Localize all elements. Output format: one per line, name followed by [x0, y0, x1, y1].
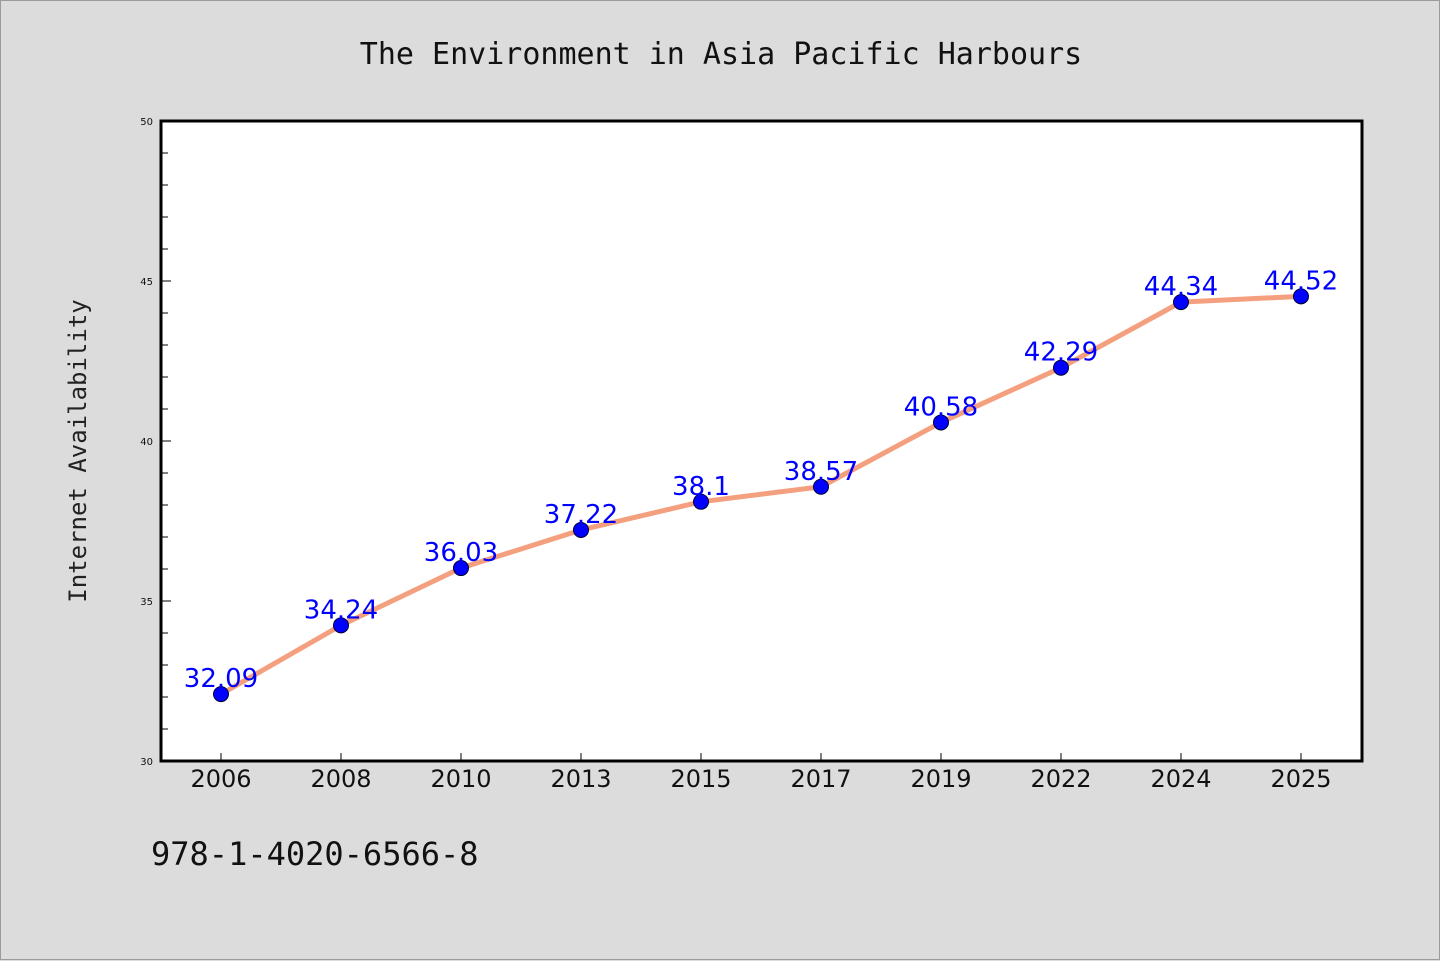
- data-label: 32.09: [184, 664, 258, 694]
- x-tick-label: 2010: [430, 765, 491, 793]
- y-tick-label: 35: [140, 597, 153, 608]
- x-axis: 2006 2008 2010 2013 2015 2017 2019 2022 2024 2025: [190, 753, 1332, 793]
- data-label: 44.34: [1144, 272, 1218, 302]
- y-axis: 30 35 40 45 50: [140, 117, 171, 768]
- footer-isbn: 978-1-4020-6566-8: [151, 835, 479, 873]
- data-label: 36.03: [424, 538, 498, 568]
- x-tick-label: 2015: [670, 765, 731, 793]
- data-label: 38.1: [672, 472, 730, 502]
- y-tick-label: 50: [140, 117, 153, 128]
- x-tick-label: 2013: [550, 765, 611, 793]
- data-point: [1173, 294, 1189, 311]
- data-point: [813, 478, 829, 495]
- x-tick-label: 2006: [190, 765, 251, 793]
- data-label: 34.24: [304, 595, 378, 625]
- data-point: [933, 414, 949, 431]
- data-label: 37.22: [544, 500, 618, 530]
- data-point: [693, 493, 709, 510]
- series-line: [218, 293, 1304, 697]
- data-point: [573, 521, 589, 538]
- data-point: [333, 617, 349, 634]
- data-point: [1293, 288, 1309, 305]
- data-label: 38.57: [784, 457, 858, 487]
- data-label: 42.29: [1024, 338, 1098, 368]
- x-tick-label: 2022: [1030, 765, 1091, 793]
- series-layer: 32.09 34.24 36.03 37.22 38.1 38.57 40.58 42.29 4…: [184, 266, 1338, 703]
- x-tick-label: 2017: [790, 765, 851, 793]
- chart-title: The Environment in Asia Pacific Harbours: [360, 37, 1082, 72]
- x-tick-label: 2008: [310, 765, 371, 793]
- y-axis-label: Internet Availability: [64, 299, 92, 602]
- plot-area: [159, 119, 1364, 763]
- x-tick-label: 2025: [1270, 765, 1331, 793]
- x-tick-label: 2024: [1150, 765, 1211, 793]
- data-point: [1053, 359, 1069, 376]
- x-tick-label: 2019: [910, 765, 971, 793]
- y-tick-label: 40: [140, 437, 153, 448]
- y-tick-label: 45: [140, 277, 153, 288]
- data-point: [213, 686, 229, 703]
- data-label: 40.58: [904, 392, 978, 422]
- data-label: 44.52: [1264, 266, 1338, 296]
- data-point: [453, 560, 469, 577]
- y-tick-label: 30: [140, 757, 153, 768]
